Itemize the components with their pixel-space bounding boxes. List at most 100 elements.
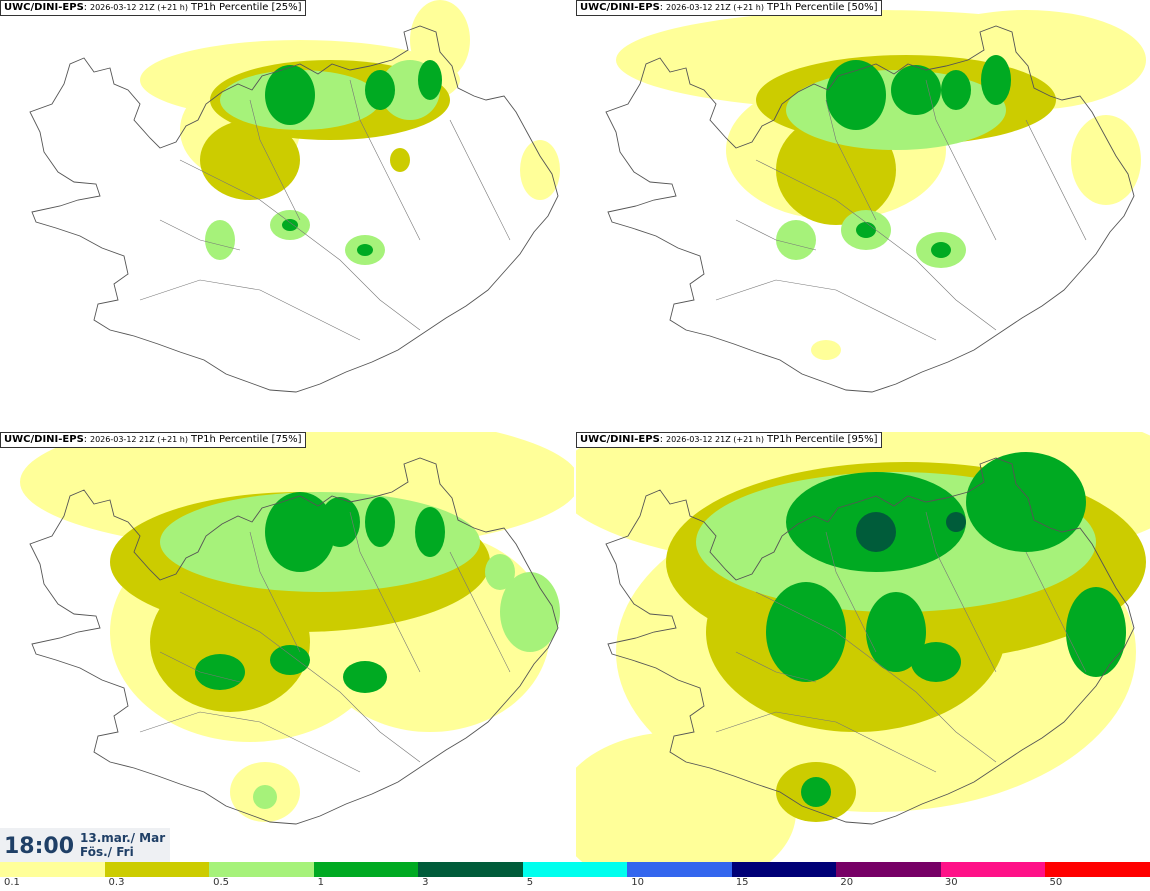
inland-boundary [925, 511, 997, 673]
colorbar-segment [522, 862, 628, 877]
inland-boundary [825, 99, 877, 221]
colorbar-segment [627, 862, 732, 877]
precip-area [205, 220, 235, 260]
inland-boundary [139, 279, 361, 341]
valid-date: 13.mar./ Mar Fös./ Fri [80, 831, 165, 859]
precip-map [576, 432, 1150, 862]
coastline-path [605, 25, 1135, 393]
field-name: TP1h Percentile [75%] [191, 434, 302, 445]
coastline [605, 457, 1135, 825]
precip-area [200, 120, 300, 200]
run-time: 2026-03-12 21Z (+21 h) [90, 3, 188, 12]
inland-boundary [349, 79, 421, 241]
precip-area [1071, 115, 1141, 205]
colorbar-tick-label: 3 [422, 877, 429, 888]
precip-area [826, 60, 886, 130]
colorbar-segment [104, 862, 210, 877]
precip-area [866, 592, 926, 672]
precip-area [390, 148, 410, 172]
precip-area [856, 512, 896, 552]
run-time: 2026-03-12 21Z (+21 h) [666, 3, 764, 12]
inland-boundary [735, 219, 817, 251]
valid-hour: 18:00 [4, 834, 75, 859]
inland-boundary [449, 119, 511, 241]
inland-boundary [925, 79, 997, 241]
coastline [29, 457, 559, 825]
field-name: TP1h Percentile [50%] [767, 2, 878, 13]
inland-boundary [179, 159, 421, 331]
precip-area [253, 785, 277, 809]
coastline [605, 25, 1135, 393]
inland-boundary [755, 159, 997, 331]
precip-area [485, 554, 515, 590]
inland-boundary [755, 591, 997, 763]
colorbar-tick-label: 0.3 [108, 877, 125, 888]
colorbar-tick-label: 50 [1049, 877, 1063, 888]
coastline-path [29, 25, 559, 393]
inland-boundary [139, 711, 361, 773]
colorbar-segment [313, 862, 419, 877]
precip-area [320, 497, 360, 547]
inland-boundary [715, 279, 937, 341]
precip-area [343, 661, 387, 693]
precip-area [365, 497, 395, 547]
coastline [29, 25, 559, 393]
precip-area [415, 507, 445, 557]
precip-fill [576, 432, 1150, 862]
precip-fill [20, 432, 574, 822]
inland-boundary [449, 551, 511, 673]
precip-map [20, 432, 574, 825]
inland-boundary [159, 219, 241, 251]
date-line-2: Fös./ Fri [80, 845, 134, 859]
precip-area [195, 654, 245, 690]
precip-area [418, 60, 442, 100]
precip-area [811, 340, 841, 360]
precip-area [282, 219, 298, 231]
precip-map [29, 0, 560, 393]
precip-area [941, 70, 971, 110]
colorbar-tick-label: 30 [944, 877, 958, 888]
panel-title: UWC/DINI-EPS: 2026-03-12 21Z (+21 h) TP1… [0, 0, 306, 16]
precip-area [891, 65, 941, 115]
precip-area [1066, 587, 1126, 677]
field-name: TP1h Percentile [95%] [767, 434, 878, 445]
model-name: UWC/DINI-EPS [580, 434, 660, 445]
map-panel-p50: UWC/DINI-EPS: 2026-03-12 21Z (+21 h) TP1… [576, 0, 1150, 430]
colorbar-tick-label: 0.1 [4, 877, 20, 888]
model-name: UWC/DINI-EPS [580, 2, 660, 13]
precip-area [357, 244, 373, 256]
inland-boundary [179, 591, 421, 763]
precip-fill [140, 0, 560, 265]
colorbar [0, 862, 1150, 877]
precip-area [766, 582, 846, 682]
precip-area [365, 70, 395, 110]
inland-boundary [825, 531, 877, 653]
precip-map [605, 10, 1146, 393]
valid-time-box: 18:00 13.mar./ Mar Fös./ Fri [0, 828, 170, 862]
map-panel-p25: UWC/DINI-EPS: 2026-03-12 21Z (+21 h) TP1… [0, 0, 574, 430]
date-line-1: 13.mar./ Mar [80, 831, 166, 845]
map-panel-p75: UWC/DINI-EPS: 2026-03-12 21Z (+21 h) TP1… [0, 432, 574, 862]
precip-area [265, 492, 335, 572]
inland-boundary [249, 531, 301, 653]
colorbar-segment [0, 862, 105, 877]
precip-area [150, 572, 310, 712]
colorbar-tick-label: 15 [735, 877, 749, 888]
colorbar-segment [418, 862, 523, 877]
colorbar-segment [836, 862, 941, 877]
colorbar-tick-label: 0.5 [213, 877, 229, 888]
precip-area [270, 645, 310, 675]
colorbar-segment [940, 862, 1046, 877]
precip-area [981, 55, 1011, 105]
colorbar-segment [209, 862, 314, 877]
inland-boundary [249, 99, 301, 221]
inland-boundary [1025, 551, 1087, 673]
inland-boundary [715, 711, 937, 773]
panel-title: UWC/DINI-EPS: 2026-03-12 21Z (+21 h) TP1… [576, 0, 882, 16]
colorbar-tick-label: 10 [631, 877, 644, 888]
precip-area [265, 65, 315, 125]
inland-boundary [735, 651, 817, 683]
precip-area [931, 242, 951, 258]
run-time: 2026-03-12 21Z (+21 h) [90, 435, 188, 444]
coastline-path [605, 457, 1135, 825]
